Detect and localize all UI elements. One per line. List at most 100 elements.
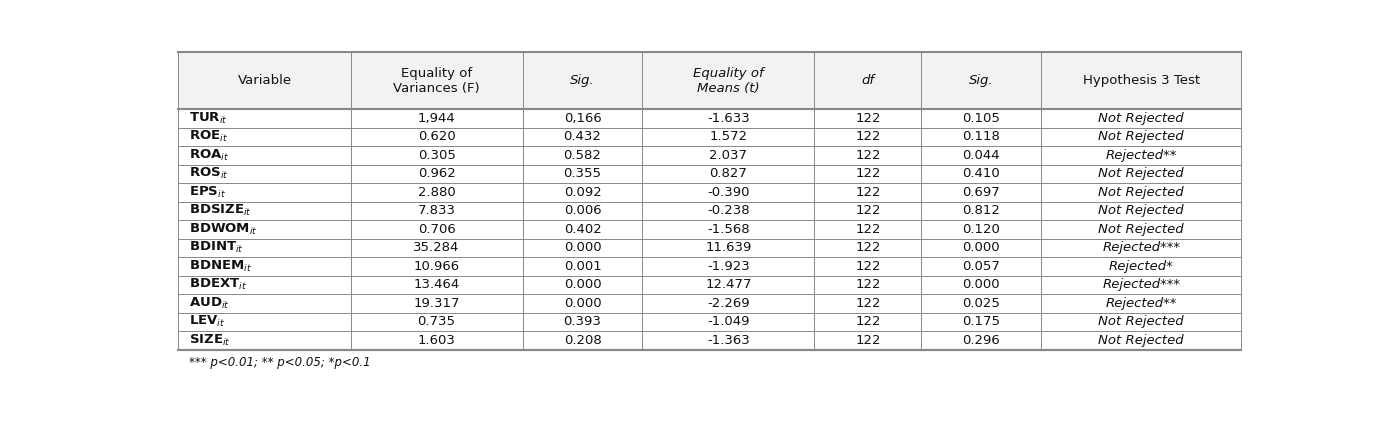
Text: 122: 122 bbox=[855, 130, 881, 143]
Text: 0.208: 0.208 bbox=[564, 334, 601, 347]
Text: 122: 122 bbox=[855, 112, 881, 125]
Text: Not Rejected: Not Rejected bbox=[1098, 334, 1184, 347]
Text: -2.269: -2.269 bbox=[708, 297, 749, 310]
Text: 122: 122 bbox=[855, 315, 881, 328]
Text: 122: 122 bbox=[855, 149, 881, 162]
Text: 0.582: 0.582 bbox=[564, 149, 601, 162]
Text: 0.092: 0.092 bbox=[564, 186, 601, 199]
Text: df: df bbox=[861, 74, 874, 87]
Text: SIZE$_{it}$: SIZE$_{it}$ bbox=[190, 333, 231, 348]
Text: Not Rejected: Not Rejected bbox=[1098, 204, 1184, 217]
Text: 0.305: 0.305 bbox=[418, 149, 456, 162]
Text: BDEXT$_{it}$: BDEXT$_{it}$ bbox=[190, 277, 248, 292]
Text: 1.603: 1.603 bbox=[418, 334, 456, 347]
Text: Not Rejected: Not Rejected bbox=[1098, 223, 1184, 236]
Text: 0.620: 0.620 bbox=[418, 130, 456, 143]
Text: Equality of
Means (t): Equality of Means (t) bbox=[692, 67, 763, 95]
Text: Equality of
Variances (F): Equality of Variances (F) bbox=[393, 67, 481, 95]
Text: Rejected***: Rejected*** bbox=[1102, 241, 1180, 254]
Text: Rejected*: Rejected* bbox=[1109, 260, 1173, 273]
Text: BDNEM$_{it}$: BDNEM$_{it}$ bbox=[190, 259, 252, 274]
Text: Rejected**: Rejected** bbox=[1105, 149, 1177, 162]
Text: EPS$_{it}$: EPS$_{it}$ bbox=[190, 185, 226, 200]
Text: 0.000: 0.000 bbox=[963, 279, 1000, 291]
Text: 0.410: 0.410 bbox=[963, 168, 1000, 180]
Text: 0.697: 0.697 bbox=[963, 186, 1000, 199]
Text: 0.000: 0.000 bbox=[564, 279, 601, 291]
Text: Hypothesis 3 Test: Hypothesis 3 Test bbox=[1083, 74, 1199, 87]
Text: 0.044: 0.044 bbox=[963, 149, 1000, 162]
Text: 0.432: 0.432 bbox=[564, 130, 601, 143]
Text: 0.118: 0.118 bbox=[963, 130, 1000, 143]
Text: 0.962: 0.962 bbox=[418, 168, 456, 180]
Text: 122: 122 bbox=[855, 279, 881, 291]
Text: Not Rejected: Not Rejected bbox=[1098, 130, 1184, 143]
Text: 0.120: 0.120 bbox=[963, 223, 1000, 236]
Text: AUD$_{it}$: AUD$_{it}$ bbox=[190, 296, 230, 311]
Text: 122: 122 bbox=[855, 241, 881, 254]
Text: -1.568: -1.568 bbox=[708, 223, 749, 236]
Text: 122: 122 bbox=[855, 204, 881, 217]
Text: 0.296: 0.296 bbox=[963, 334, 1000, 347]
Text: Rejected***: Rejected*** bbox=[1102, 279, 1180, 291]
Text: 0.812: 0.812 bbox=[963, 204, 1000, 217]
Text: 0.057: 0.057 bbox=[963, 260, 1000, 273]
Text: *** p<0.01; ** p<0.05; *p<0.1: *** p<0.01; ** p<0.05; *p<0.1 bbox=[190, 356, 371, 369]
Text: Not Rejected: Not Rejected bbox=[1098, 186, 1184, 199]
Text: BDINT$_{it}$: BDINT$_{it}$ bbox=[190, 240, 244, 255]
Text: 1,944: 1,944 bbox=[418, 112, 456, 125]
Text: 0.000: 0.000 bbox=[564, 241, 601, 254]
Text: LEV$_{it}$: LEV$_{it}$ bbox=[190, 314, 226, 330]
Text: TUR$_{it}$: TUR$_{it}$ bbox=[190, 111, 227, 126]
Text: 0.355: 0.355 bbox=[564, 168, 601, 180]
Text: 0.025: 0.025 bbox=[963, 297, 1000, 310]
Text: 0.000: 0.000 bbox=[564, 297, 601, 310]
Text: -1.633: -1.633 bbox=[706, 112, 749, 125]
Text: 0.706: 0.706 bbox=[418, 223, 456, 236]
Text: 122: 122 bbox=[855, 168, 881, 180]
Text: 0.000: 0.000 bbox=[963, 241, 1000, 254]
Text: BDWOM$_{it}$: BDWOM$_{it}$ bbox=[190, 222, 258, 237]
Text: 122: 122 bbox=[855, 297, 881, 310]
Text: Rejected**: Rejected** bbox=[1105, 297, 1177, 310]
Text: 0.827: 0.827 bbox=[709, 168, 748, 180]
Text: 0.735: 0.735 bbox=[418, 315, 456, 328]
Text: 0.393: 0.393 bbox=[564, 315, 601, 328]
Text: ROE$_{it}$: ROE$_{it}$ bbox=[190, 129, 229, 144]
Text: Sig.: Sig. bbox=[969, 74, 993, 87]
Text: 1.572: 1.572 bbox=[709, 130, 748, 143]
Text: ROS$_{it}$: ROS$_{it}$ bbox=[190, 166, 229, 181]
Text: BDSIZE$_{it}$: BDSIZE$_{it}$ bbox=[190, 203, 252, 219]
Text: 19.317: 19.317 bbox=[413, 297, 460, 310]
Text: 10.966: 10.966 bbox=[414, 260, 460, 273]
Text: 122: 122 bbox=[855, 223, 881, 236]
Text: -1.923: -1.923 bbox=[706, 260, 749, 273]
Text: Sig.: Sig. bbox=[571, 74, 594, 87]
Text: ROA$_{it}$: ROA$_{it}$ bbox=[190, 148, 230, 163]
Text: 0.175: 0.175 bbox=[963, 315, 1000, 328]
Text: 2.880: 2.880 bbox=[418, 186, 456, 199]
Text: -0.390: -0.390 bbox=[708, 186, 749, 199]
Text: 0.006: 0.006 bbox=[564, 204, 601, 217]
Text: Not Rejected: Not Rejected bbox=[1098, 168, 1184, 180]
Text: -0.238: -0.238 bbox=[708, 204, 749, 217]
Text: 122: 122 bbox=[855, 260, 881, 273]
Text: Not Rejected: Not Rejected bbox=[1098, 315, 1184, 328]
Text: 2.037: 2.037 bbox=[709, 149, 748, 162]
Bar bbox=[179, 52, 1241, 109]
Text: 0,166: 0,166 bbox=[564, 112, 601, 125]
Text: 11.639: 11.639 bbox=[705, 241, 752, 254]
Text: 0.105: 0.105 bbox=[963, 112, 1000, 125]
Text: 35.284: 35.284 bbox=[413, 241, 460, 254]
Text: 13.464: 13.464 bbox=[414, 279, 460, 291]
Text: 122: 122 bbox=[855, 186, 881, 199]
Text: 0.402: 0.402 bbox=[564, 223, 601, 236]
Text: 12.477: 12.477 bbox=[705, 279, 752, 291]
Text: 122: 122 bbox=[855, 334, 881, 347]
Text: 0.001: 0.001 bbox=[564, 260, 601, 273]
Text: -1.049: -1.049 bbox=[708, 315, 749, 328]
Text: Not Rejected: Not Rejected bbox=[1098, 112, 1184, 125]
Text: -1.363: -1.363 bbox=[706, 334, 749, 347]
Text: Variable: Variable bbox=[237, 74, 292, 87]
Text: 7.833: 7.833 bbox=[418, 204, 456, 217]
